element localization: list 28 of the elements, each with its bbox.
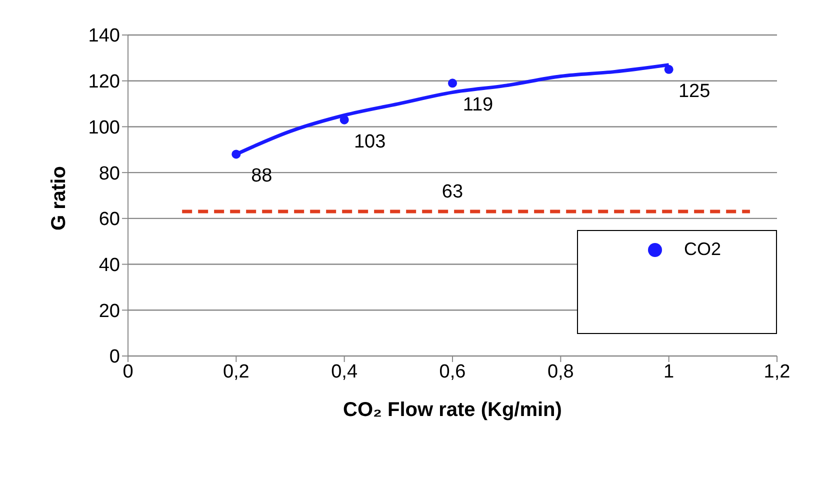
legend-box: CO2 xyxy=(577,230,777,334)
y-tick-label: 0 xyxy=(109,346,120,368)
y-tick-label: 120 xyxy=(88,72,120,93)
point xyxy=(664,64,674,74)
data-label: 88 xyxy=(251,166,272,187)
point xyxy=(232,150,241,159)
x-tick-label: 0,6 xyxy=(439,361,466,382)
y-tick-label: 60 xyxy=(98,209,120,230)
y-tick-label: 80 xyxy=(98,163,120,184)
x-tick-label: 0,4 xyxy=(331,361,358,382)
point xyxy=(448,78,458,88)
y-tick-label: 20 xyxy=(98,300,120,322)
y-tick-label: 100 xyxy=(88,117,120,138)
y-tick-label: 40 xyxy=(98,255,120,276)
x-tick-label: 0,8 xyxy=(547,361,574,382)
y-tick-label: 140 xyxy=(88,26,120,47)
x-tick-label: 1 xyxy=(664,361,674,382)
x-tick-label: 1,2 xyxy=(764,361,790,382)
annotation: 63 xyxy=(442,182,464,203)
x-axis-title: CO₂ Flow rate (Kg/min) xyxy=(343,399,562,421)
legend-label: CO2 xyxy=(684,239,722,260)
point xyxy=(340,115,349,124)
y-axis-title: G ratio xyxy=(48,166,70,230)
x-tick-label: 0 xyxy=(122,361,134,382)
x-tick-label: 0,2 xyxy=(222,361,250,382)
data-label: 103 xyxy=(354,131,386,152)
data-label: 119 xyxy=(462,94,494,116)
data-label: 125 xyxy=(678,80,710,102)
